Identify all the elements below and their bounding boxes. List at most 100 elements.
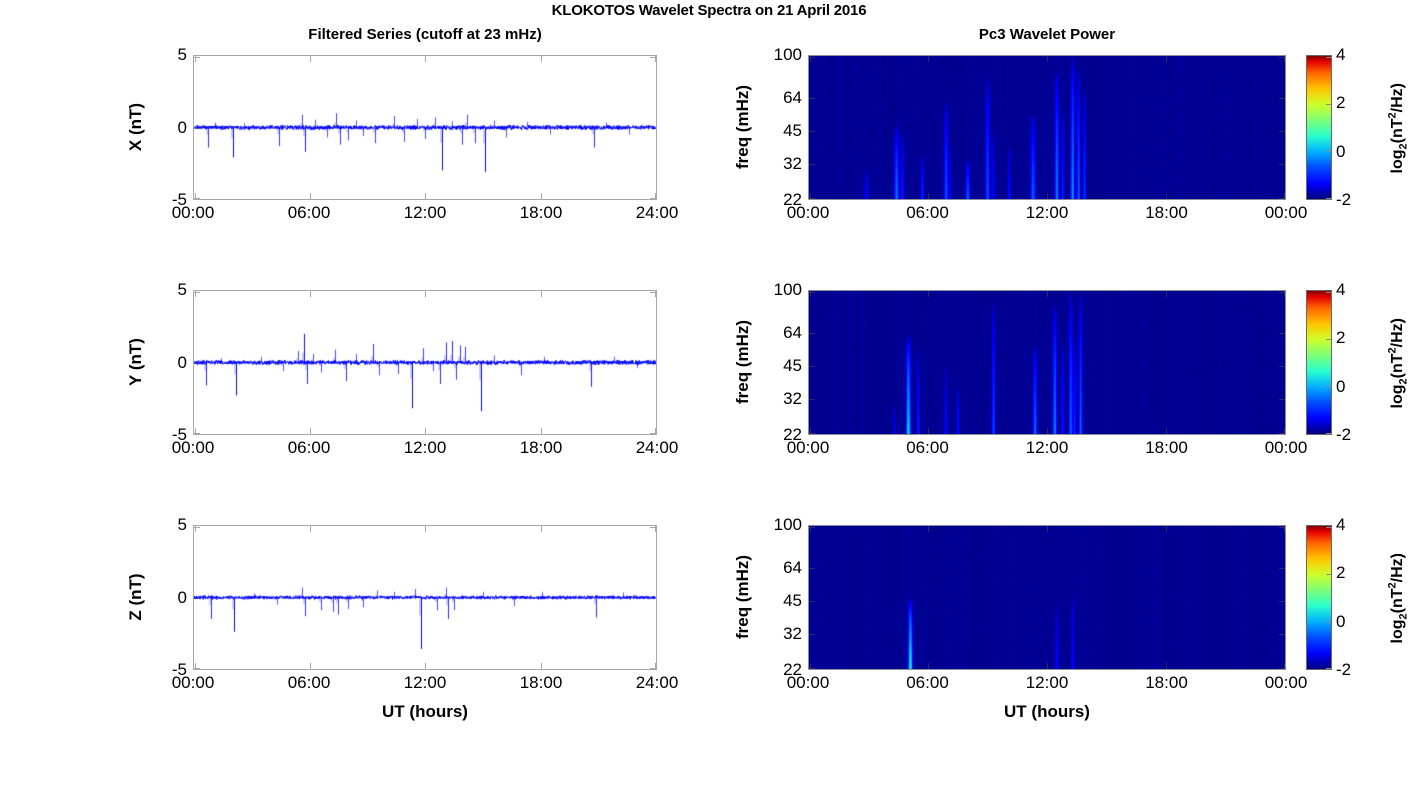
y-tick bbox=[1279, 98, 1285, 100]
y-tick bbox=[1279, 668, 1285, 669]
colorbar-z bbox=[1306, 525, 1332, 670]
timeseries-trace-z bbox=[194, 526, 656, 669]
left-y-tick-label: -5 bbox=[171, 660, 187, 679]
cbar-log-text: log bbox=[1389, 383, 1407, 408]
y-tick bbox=[1279, 198, 1285, 199]
colorbar-tick bbox=[1326, 386, 1331, 388]
left-y-tick-label: -5 bbox=[171, 425, 187, 444]
freq-tick-label: 22 bbox=[783, 190, 802, 209]
left-x-tick-label: 00:00 bbox=[171, 673, 215, 692]
right-x-tick-label: 00:00 bbox=[786, 203, 830, 222]
y-tick bbox=[1279, 398, 1285, 400]
right-x-tick-label: 18:00 bbox=[1145, 203, 1188, 222]
cbar-unit-exp: 2 bbox=[1386, 111, 1399, 118]
cbar-unit-exp: 2 bbox=[1386, 581, 1399, 588]
freq-tick-label: 64 bbox=[783, 322, 802, 342]
colorbar-tick bbox=[1326, 198, 1331, 199]
left-x-tick-label: 12:00 bbox=[403, 673, 447, 692]
y-tick bbox=[809, 98, 815, 100]
y-tick bbox=[809, 398, 815, 400]
y-tick bbox=[809, 57, 815, 58]
colorbar-y bbox=[1306, 290, 1332, 435]
x-tick bbox=[1166, 56, 1167, 62]
y-tick bbox=[1279, 163, 1285, 165]
cbar-unit-exp: 2 bbox=[1386, 346, 1399, 353]
x-tick bbox=[1166, 526, 1167, 532]
freq-tick-label: 64 bbox=[783, 557, 802, 577]
y-tick bbox=[1279, 366, 1285, 368]
right-x-tick-label: 12:00 bbox=[1025, 203, 1069, 222]
cbar-base: 2 bbox=[1397, 377, 1410, 384]
freq-tick-label: 64 bbox=[783, 87, 802, 107]
colorbar-tick-label: 4 bbox=[1336, 280, 1346, 299]
left-y-tick-label: 0 bbox=[177, 352, 187, 372]
y-axis-label-z: Z (nT) bbox=[126, 572, 145, 621]
freq-tick-label: 100 bbox=[773, 45, 802, 64]
freq-tick-label: 100 bbox=[773, 280, 802, 299]
colorbar-tick-label: -2 bbox=[1336, 425, 1352, 444]
colorbar-tick-label: 2 bbox=[1336, 563, 1346, 583]
right-x-tick-label: 00:00 bbox=[786, 673, 830, 692]
right-x-tick-label: 06:00 bbox=[906, 203, 949, 222]
x-tick bbox=[1047, 526, 1048, 532]
freq-tick-label: 32 bbox=[783, 154, 802, 174]
colorbar-tick bbox=[1326, 292, 1331, 293]
cbar-unit-open: (nT bbox=[1389, 117, 1407, 143]
left-y-tick-label: 0 bbox=[177, 587, 187, 607]
freq-axis-label-x: freq (mHz) bbox=[733, 84, 752, 169]
left-x-tick-label: 06:00 bbox=[287, 673, 331, 692]
cbar-unit-open: (nT bbox=[1389, 352, 1407, 378]
colorbar-tick bbox=[1326, 573, 1331, 575]
x-tick bbox=[928, 526, 929, 532]
colorbar-tick bbox=[1326, 151, 1331, 153]
y-tick bbox=[809, 527, 815, 528]
left-y-tick-label: 5 bbox=[177, 515, 187, 534]
colorbar-tick-label: 2 bbox=[1336, 93, 1346, 113]
y-tick bbox=[809, 163, 815, 165]
freq-tick-label: 32 bbox=[783, 624, 802, 644]
colorbar-x bbox=[1306, 55, 1332, 200]
colorbar-axis-label-z: log2(nT2/Hz) bbox=[1387, 513, 1410, 683]
x-tick bbox=[1166, 663, 1167, 669]
right-x-tick-label: 06:00 bbox=[906, 438, 949, 457]
colorbar-tick bbox=[1326, 621, 1331, 623]
x-tick bbox=[810, 526, 811, 532]
cbar-log-text: log bbox=[1389, 618, 1407, 643]
colorbar-tick-label: 4 bbox=[1336, 515, 1346, 534]
y-tick bbox=[1279, 131, 1285, 133]
spectrogram-axes-x bbox=[808, 55, 1286, 200]
timeseries-axes-z bbox=[193, 525, 657, 670]
cbar-base: 2 bbox=[1397, 142, 1410, 149]
right-x-tick-label: 00:00 bbox=[786, 438, 830, 457]
left-x-axis-label: UT (hours) bbox=[382, 702, 468, 721]
left-x-tick-label: 00:00 bbox=[171, 438, 215, 457]
right-x-tick-label: 18:00 bbox=[1145, 438, 1188, 457]
y-tick bbox=[1279, 57, 1285, 58]
left-x-tick-label: 18:00 bbox=[519, 673, 563, 692]
x-tick bbox=[1284, 663, 1285, 669]
left-x-tick-label: 24:00 bbox=[635, 673, 679, 692]
cbar-log-text: log bbox=[1389, 148, 1407, 173]
colorbar-tick bbox=[1326, 338, 1331, 340]
x-tick bbox=[1047, 193, 1048, 199]
right-x-tick-label: 18:00 bbox=[1145, 673, 1188, 692]
x-tick bbox=[810, 663, 811, 669]
y-tick bbox=[809, 131, 815, 133]
colorbar-tick-label: -2 bbox=[1336, 660, 1352, 679]
x-tick bbox=[810, 56, 811, 62]
x-tick bbox=[810, 291, 811, 297]
y-tick bbox=[809, 198, 815, 199]
left-column-title: Filtered Series (cutoff at 23 mHz) bbox=[308, 26, 542, 43]
colorbar-tick bbox=[1326, 103, 1331, 105]
left-y-tick-label: 5 bbox=[177, 280, 187, 299]
x-tick bbox=[928, 56, 929, 62]
x-tick bbox=[1284, 428, 1285, 434]
x-tick bbox=[928, 291, 929, 297]
x-tick bbox=[1166, 193, 1167, 199]
x-tick bbox=[1047, 428, 1048, 434]
right-x-tick-label: 00:00 bbox=[1264, 438, 1308, 457]
x-tick bbox=[810, 193, 811, 199]
cbar-unit-close: /Hz) bbox=[1389, 317, 1407, 347]
x-tick bbox=[1047, 663, 1048, 669]
